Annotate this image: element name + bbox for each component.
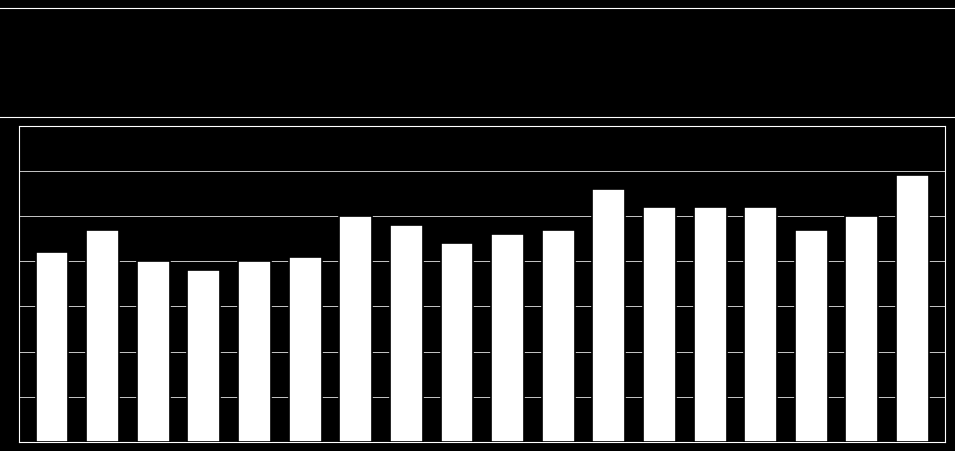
- Bar: [896, 176, 929, 442]
- Bar: [795, 230, 828, 442]
- Bar: [693, 207, 727, 442]
- Bar: [643, 207, 676, 442]
- Bar: [288, 257, 322, 442]
- Bar: [440, 244, 474, 442]
- Bar: [86, 230, 119, 442]
- Bar: [541, 230, 575, 442]
- Bar: [137, 262, 170, 442]
- Bar: [592, 189, 626, 442]
- Bar: [187, 271, 221, 442]
- Bar: [339, 216, 372, 442]
- Bar: [390, 226, 423, 442]
- Bar: [744, 207, 777, 442]
- Bar: [845, 216, 879, 442]
- Bar: [238, 262, 271, 442]
- Bar: [35, 253, 69, 442]
- Bar: [491, 235, 524, 442]
